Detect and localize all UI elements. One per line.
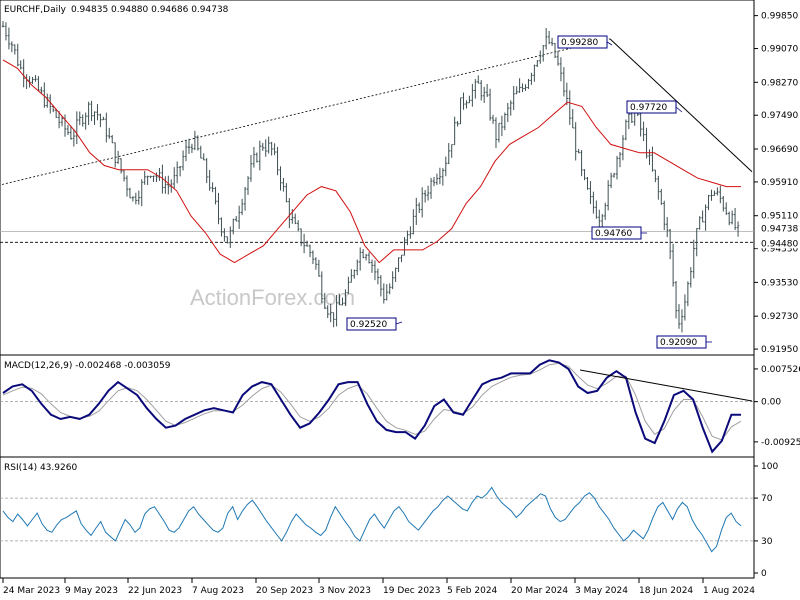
level-connector <box>606 41 613 46</box>
macd-y-tick-label: 0.00 <box>761 398 781 408</box>
dotted-trendline <box>1 38 611 185</box>
price-y-tick-label: 0.95110 <box>761 212 798 222</box>
level-label-box: 0.97720 <box>626 100 677 114</box>
rsi-y-tick-label: 0 <box>761 569 767 579</box>
price-y-tick-label: 0.93530 <box>761 278 798 288</box>
rsi-y-tick-label: 100 <box>761 462 778 472</box>
level-label-box: 0.92520 <box>346 317 397 331</box>
level-box-text: 0.94760 <box>595 229 632 239</box>
price-y-tick-label: 0.96690 <box>761 145 798 155</box>
x-tick-label: 1 Aug 2024 <box>703 586 755 596</box>
rsi-line <box>2 486 742 553</box>
x-tick-label: 24 Mar 2023 <box>3 586 60 596</box>
level-box-text: 0.92520 <box>350 320 387 330</box>
macd-y-tick-label: -0.009252 <box>761 438 800 448</box>
price-y-tick-label: 0.92730 <box>761 312 798 322</box>
level-label-box: 0.92090 <box>656 335 707 349</box>
price-y-tick-label: 0.97490 <box>761 111 798 121</box>
macd-y-tick-label: 0.007526 <box>761 365 800 375</box>
rsi-layer: 100 70 30 0 <box>0 462 778 579</box>
x-tick-label: 7 Aug 2023 <box>192 586 244 596</box>
price-y-tick-label: 0.99850 <box>761 12 798 22</box>
macd-title: MACD(12,26,9) -0.002468 -0.003059 <box>4 361 171 371</box>
level-label-box: 0.99280 <box>557 35 608 49</box>
x-tick-label: 18 Jun 2024 <box>639 586 693 596</box>
rsi-y-tick-label: 70 <box>761 494 773 504</box>
x-tick-label: 20 Sep 2023 <box>256 586 313 596</box>
rsi-panel-frame <box>0 456 755 579</box>
x-tick-label: 3 May 2024 <box>575 586 628 596</box>
level-connector <box>395 321 403 325</box>
x-tick-label: 19 Dec 2023 <box>383 586 441 596</box>
x-tick-label: 9 May 2023 <box>65 586 118 596</box>
rsi-title: RSI(14) 43.9260 <box>4 463 77 473</box>
price-y-tick-label: 0.98270 <box>761 78 798 88</box>
x-tick-label: 22 Jun 2023 <box>128 586 182 596</box>
x-tick-label: 3 Nov 2023 <box>319 586 371 596</box>
price-y-tick-label: 0.94330 <box>761 245 798 255</box>
axis-tag-text: 0.94738 <box>761 224 798 234</box>
level-box-text: 0.92090 <box>660 338 697 348</box>
axis-tag-bg <box>755 238 799 249</box>
x-tick-label: 5 Feb 2024 <box>447 586 498 596</box>
descending-trendline <box>609 38 753 173</box>
level-label-box: 0.94760 <box>591 226 642 240</box>
rsi-y-tick-label: 30 <box>761 537 773 547</box>
moving-average-line <box>2 59 741 264</box>
price-y-tick-label: 0.91950 <box>761 345 798 355</box>
macd-line <box>2 359 741 454</box>
price-y-tick-label: 0.95910 <box>761 178 798 188</box>
axis-tag-bg <box>755 223 799 234</box>
price-y-tick-label: 0.99070 <box>761 45 798 55</box>
x-axis: 24 Mar 2023 9 May 2023 22 Jun 2023 7 Aug 20… <box>2 578 755 596</box>
macd-trendline <box>579 369 753 402</box>
price-title: EURCHF,Daily 0.94835 0.94880 0.94686 0.94… <box>4 5 229 15</box>
level-box-text: 0.99280 <box>561 38 598 48</box>
price-layer: 0.99850 0.99070 0.98270 0.97490 0.96690 0.959… <box>0 12 799 355</box>
axis-tag-text: 0.94480 <box>761 239 798 249</box>
x-tick-label: 20 Mar 2024 <box>511 586 568 596</box>
macd-layer: 0.007526 0.00 -0.009252 <box>0 359 800 454</box>
level-connector <box>675 106 683 113</box>
level-box-text: 0.97720 <box>630 103 667 113</box>
